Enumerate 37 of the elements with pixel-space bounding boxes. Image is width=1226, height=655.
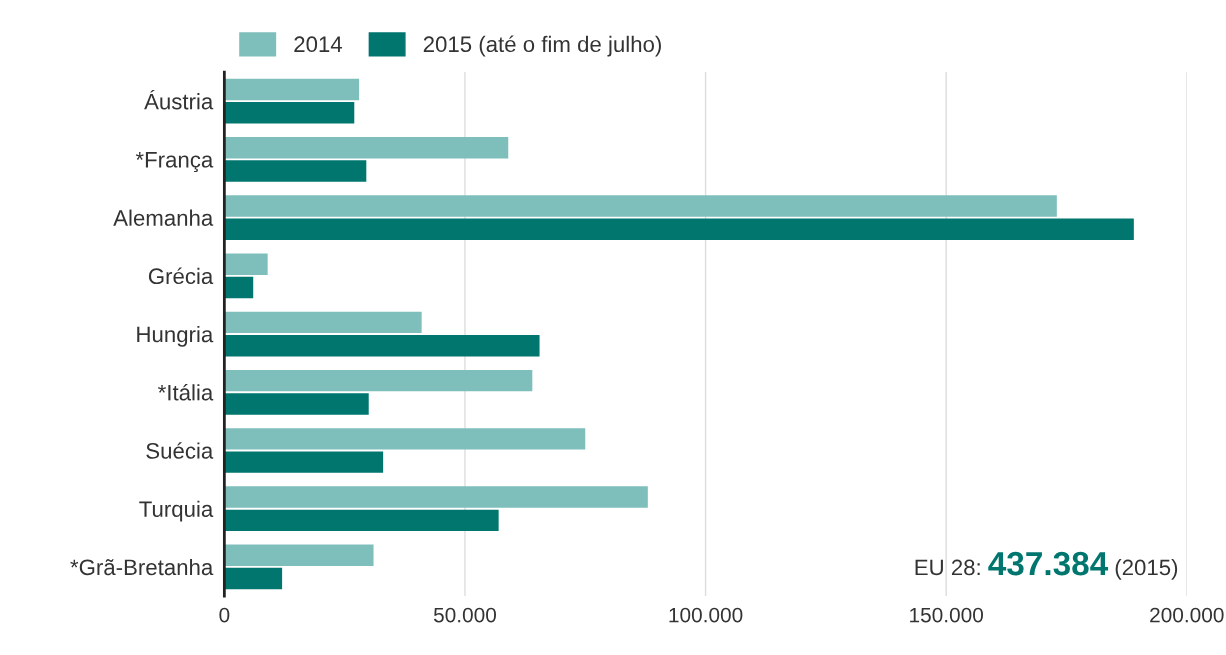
bar [224, 509, 499, 532]
y-tick-label: *Grã-Bretanha [70, 558, 214, 576]
bar [224, 451, 384, 473]
bar [224, 393, 369, 415]
bar [224, 160, 367, 182]
x-tick-label: 150.000 [910, 607, 984, 623]
bar [224, 253, 268, 275]
bar [224, 137, 509, 159]
x-tick-label: 50.000 [433, 607, 497, 623]
annotation: (2015) [1115, 558, 1178, 580]
bar [224, 78, 360, 101]
x-tick-label: 100.000 [669, 607, 743, 623]
bar [224, 218, 1134, 240]
y-tick-label: Hungria [137, 326, 214, 347]
legend-label: 2015 (até o fim de julho) [423, 35, 661, 57]
y-tick-label: Turquia [139, 500, 214, 522]
bar [224, 311, 422, 334]
x-tick-label: 200.000 [1150, 607, 1224, 623]
bar [224, 195, 1057, 217]
y-tick-label: *França [135, 152, 214, 173]
y-tick-label: Grécia [148, 267, 214, 285]
bar [224, 276, 254, 299]
bar [224, 544, 374, 567]
y-tick-label: Alemanha [113, 209, 214, 226]
bar [224, 486, 648, 508]
annotation: 437.384 [988, 551, 1109, 576]
x-tick-label: 0 [219, 607, 230, 623]
bar [224, 334, 540, 357]
bar [224, 369, 533, 392]
bar [224, 567, 283, 590]
y-tick-label: Suécia [146, 442, 214, 459]
legend-label: 2014 [294, 36, 343, 53]
y-tick-label: *Itália [158, 383, 214, 401]
bar [224, 102, 355, 124]
y-tick-label: Áustria [144, 89, 214, 110]
bar [224, 428, 586, 450]
annotation: EU 28: [915, 559, 980, 576]
